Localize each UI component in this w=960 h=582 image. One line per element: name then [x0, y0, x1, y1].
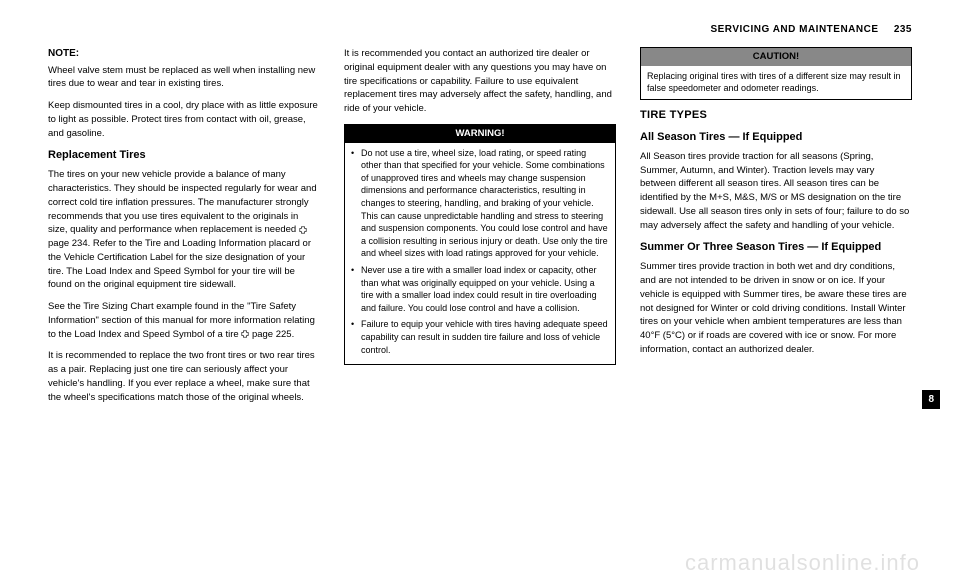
summer-tires-para: Summer tires provide traction in both we… — [640, 260, 912, 356]
warning-item-3: Failure to equip your vehicle with tires… — [351, 318, 609, 356]
column-1: NOTE: Wheel valve stem must be replaced … — [48, 47, 320, 413]
note-label: NOTE: — [48, 47, 320, 62]
warning-box: WARNING! Do not use a tire, wheel size, … — [344, 124, 616, 365]
text-part-b: . — [292, 329, 295, 340]
note-text: Wheel valve stem must be replaced as wel… — [48, 64, 320, 92]
caution-header: CAUTION! — [641, 48, 911, 66]
watermark: carmanualsonline.info — [685, 550, 920, 576]
replacement-para-1: The tires on your new vehicle provide a … — [48, 168, 320, 292]
dealer-contact-para: It is recommended you contact an authori… — [344, 47, 616, 116]
warning-item-1: Do not use a tire, wheel size, load rati… — [351, 147, 609, 260]
storage-text: Keep dismounted tires in a cool, dry pla… — [48, 99, 320, 140]
warning-header: WARNING! — [345, 125, 615, 143]
replace-pair-para: It is recommended to replace the two fro… — [48, 349, 320, 404]
column-3: CAUTION! Replacing original tires with t… — [640, 47, 912, 413]
link-icon — [241, 330, 249, 338]
tire-types-heading: TIRE TYPES — [640, 108, 912, 124]
summer-tires-heading: Summer Or Three Season Tires — If Equipp… — [640, 240, 912, 256]
text-part-a: The tires on your new vehicle provide a … — [48, 169, 317, 235]
column-2: It is recommended you contact an authori… — [344, 47, 616, 413]
warning-body: Do not use a tire, wheel size, load rati… — [345, 143, 615, 365]
chapter-tab: 8 — [922, 390, 940, 409]
warning-item-2: Never use a tire with a smaller load ind… — [351, 264, 609, 314]
content-columns: NOTE: Wheel valve stem must be replaced … — [48, 47, 912, 413]
replacement-tires-heading: Replacement Tires — [48, 148, 320, 164]
page-link-234[interactable]: page 234 — [48, 238, 88, 249]
text-part-b: . Refer to the Tire and Loading Informat… — [48, 238, 311, 290]
all-season-heading: All Season Tires — If Equipped — [640, 130, 912, 146]
page-header: SERVICING AND MAINTENANCE 235 — [48, 24, 912, 35]
page-link-225[interactable]: page 225 — [252, 329, 292, 340]
page-number: 235 — [894, 24, 912, 35]
caution-box: CAUTION! Replacing original tires with t… — [640, 47, 912, 100]
caution-body: Replacing original tires with tires of a… — [641, 66, 911, 99]
section-title: SERVICING AND MAINTENANCE — [710, 24, 878, 35]
sizing-chart-para: See the Tire Sizing Chart example found … — [48, 300, 320, 341]
link-icon — [299, 226, 307, 234]
all-season-para: All Season tires provide traction for al… — [640, 150, 912, 233]
